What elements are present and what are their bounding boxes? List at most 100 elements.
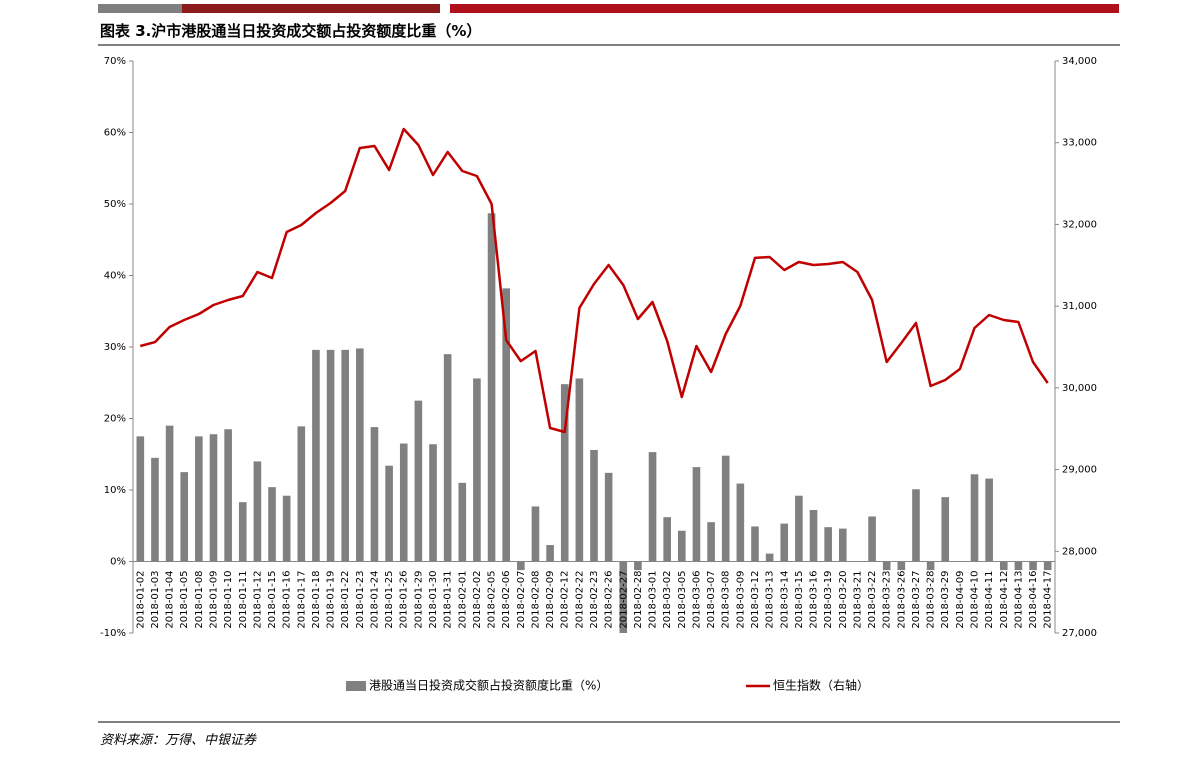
bar [926, 561, 935, 571]
bar [487, 213, 496, 562]
bar [165, 425, 174, 562]
x-tick-label: 2018-02-05 [487, 571, 498, 629]
x-tick-label: 2018-01-11 [238, 571, 249, 629]
bar [151, 457, 159, 562]
x-tick-label: 2018-02-06 [501, 571, 512, 629]
bar [209, 434, 218, 562]
x-tick-label: 2018-01-31 [443, 571, 454, 629]
bar [736, 483, 745, 562]
x-tick-label: 2018-04-13 [1013, 571, 1024, 629]
y2-tick-label: 33,000 [1062, 138, 1097, 149]
bar [268, 487, 276, 562]
x-tick-label: 2018-01-15 [267, 571, 278, 629]
x-tick-label: 2018-01-19 [326, 571, 337, 629]
x-tick-label: 2018-02-01 [457, 571, 468, 629]
y2-tick-label: 28,000 [1062, 546, 1097, 557]
x-tick-label: 2018-03-13 [765, 571, 776, 629]
x-tick-label: 2018-03-02 [662, 571, 673, 629]
bar [795, 495, 803, 562]
bar [399, 443, 408, 562]
bar [429, 444, 437, 562]
x-tick-label: 2018-01-24 [369, 571, 380, 629]
legend-label: 恒生指数（右轴） [773, 678, 869, 693]
bar [180, 472, 189, 562]
bar [1043, 561, 1052, 571]
x-tick-label: 2018-04-09 [955, 571, 966, 629]
header-bar [450, 4, 1119, 13]
legend-swatch [346, 681, 366, 691]
header-bar [98, 4, 182, 13]
bar [663, 517, 671, 562]
x-tick-label: 2018-03-23 [882, 571, 893, 629]
bar [985, 478, 993, 562]
x-tick-label: 2018-03-06 [691, 571, 702, 629]
bar [370, 427, 379, 562]
x-tick-label: 2018-01-16 [282, 571, 293, 629]
x-tick-label: 2018-02-26 [604, 571, 615, 629]
x-tick-label: 2018-03-19 [823, 571, 834, 629]
x-tick-label: 2018-03-29 [940, 571, 951, 629]
x-tick-label: 2018-02-02 [472, 571, 483, 629]
x-tick-label: 2018-03-08 [721, 571, 732, 629]
y-tick-label: 20% [104, 414, 126, 425]
bar [517, 561, 525, 571]
legend-label: 港股通当日投资成交额占投资额度比重（%） [369, 678, 608, 693]
x-tick-label: 2018-02-22 [574, 571, 585, 629]
x-tick-label: 2018-02-08 [530, 571, 541, 629]
y2-tick-label: 27,000 [1062, 628, 1097, 639]
x-tick-label: 2018-01-22 [340, 571, 351, 629]
x-tick-label: 2018-03-15 [794, 571, 805, 629]
bar [1029, 561, 1037, 571]
y-tick-label: 0% [110, 557, 126, 568]
bar [546, 545, 554, 562]
x-tick-label: 2018-03-01 [648, 571, 659, 629]
x-tick-label: 2018-03-14 [779, 571, 790, 629]
bar [765, 553, 774, 562]
bar [868, 516, 876, 562]
y2-tick-label: 29,000 [1062, 465, 1097, 476]
x-tick-label: 2018-02-27 [618, 571, 629, 629]
bar [297, 426, 306, 562]
x-tick-label: 2018-04-17 [1043, 571, 1054, 629]
x-tick-label: 2018-01-08 [194, 571, 205, 629]
bar [912, 489, 920, 562]
header-bar [182, 4, 440, 13]
bar [809, 510, 818, 562]
bar [253, 461, 262, 562]
x-tick-label: 2018-01-05 [179, 571, 190, 629]
bar [970, 474, 979, 562]
x-tick-label: 2018-03-07 [706, 571, 717, 629]
bar [824, 527, 832, 562]
bar [312, 349, 320, 562]
x-tick-label: 2018-03-05 [677, 571, 688, 629]
y2-tick-label: 31,000 [1062, 301, 1097, 312]
bar [458, 482, 467, 562]
y-tick-label: 10% [104, 485, 126, 496]
bar [941, 497, 950, 562]
line [139, 127, 1049, 434]
bar [502, 288, 510, 562]
x-tick-label: 2018-01-18 [311, 571, 322, 629]
bar [473, 378, 481, 562]
bar [590, 449, 598, 562]
bar [356, 348, 364, 562]
bar [238, 502, 247, 562]
x-tick-label: 2018-01-17 [296, 571, 307, 629]
bar [634, 561, 642, 571]
x-tick-label: 2018-01-26 [399, 571, 410, 629]
bar [195, 436, 203, 562]
bar [619, 561, 628, 633]
bar [838, 528, 847, 562]
x-tick-label: 2018-01-10 [223, 571, 234, 629]
source: 资料来源：万得、中银证券 [100, 733, 257, 748]
bar [326, 349, 335, 562]
bar [282, 495, 291, 562]
y2-tick-label: 34,000 [1062, 56, 1097, 67]
y-tick-label: 60% [104, 128, 126, 139]
bar [224, 429, 232, 562]
bar [897, 561, 906, 571]
x-tick-label: 2018-04-10 [970, 571, 981, 629]
x-tick-label: 2018-02-23 [589, 571, 600, 629]
x-tick-label: 2018-03-26 [896, 571, 907, 629]
